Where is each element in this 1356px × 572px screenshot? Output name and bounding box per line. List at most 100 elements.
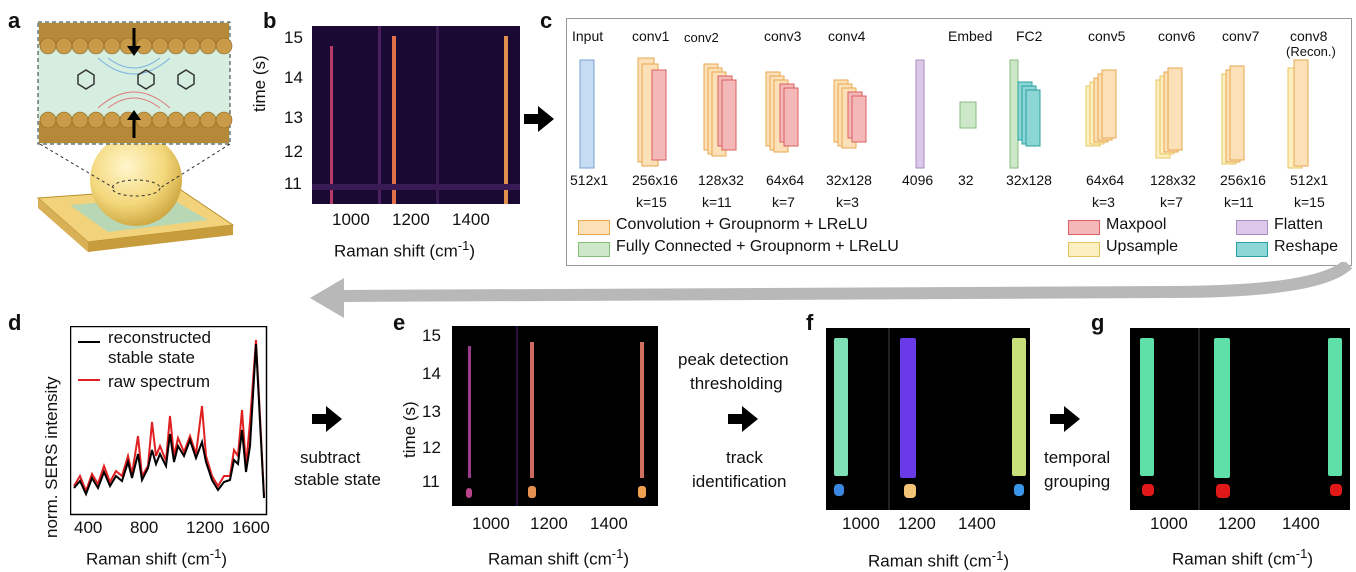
legend-swatch-conv xyxy=(578,220,610,235)
arrow-right-icon xyxy=(728,406,758,432)
legend-maxpool: Maxpool xyxy=(1106,216,1167,233)
layer-size-input: 512x1 xyxy=(570,172,609,188)
curved-flow-arrow-icon xyxy=(310,262,1353,318)
step-subtract-1: subtract xyxy=(300,448,361,467)
panel-e-ytick: 15 xyxy=(422,326,441,345)
panel-f-tracks xyxy=(826,328,1030,510)
panel-label-f: f xyxy=(806,310,814,335)
panel-d-xtick: 400 xyxy=(74,518,103,537)
panel-e-ytick: 13 xyxy=(422,402,441,421)
legend-reshape: Reshape xyxy=(1274,238,1339,255)
step-peak-2: thresholding xyxy=(690,374,783,393)
layer-name-conv1: conv1 xyxy=(632,28,670,44)
panel-b-ytick: 12 xyxy=(284,142,303,161)
panel-e-ytick: 12 xyxy=(422,438,441,457)
layer-size-conv5: 64x64 xyxy=(1086,172,1125,188)
legend-swatch-flatten xyxy=(1236,220,1268,235)
layer-size-fc2: 32x128 xyxy=(1006,172,1052,188)
arrow-right-icon xyxy=(524,106,554,132)
layer-name-input: Input xyxy=(572,28,604,44)
panel-b-xtick: 1000 xyxy=(332,210,370,229)
panel-d-xtick: 800 xyxy=(130,518,159,537)
legend-swatch-reshape xyxy=(1236,242,1268,257)
panel-g-xtick: 1400 xyxy=(1282,514,1320,533)
panel-d-xlabel: Raman shift (cm-1) xyxy=(86,546,227,569)
kernel-conv8: k=15 xyxy=(1294,194,1325,210)
panel-e-ytick: 11 xyxy=(422,472,440,491)
kernel-conv4: k=3 xyxy=(836,194,859,210)
step-subtract-2: stable state xyxy=(294,470,381,489)
panel-label-b: b xyxy=(263,8,277,33)
step-track-2: identification xyxy=(692,472,787,491)
layer-size-conv4: 32x128 xyxy=(826,172,872,188)
panel-label-g: g xyxy=(1091,310,1105,335)
panel-f-xlabel: Raman shift (cm-1) xyxy=(868,548,1009,571)
nanoparticle-on-mirror-schematic xyxy=(36,21,235,252)
panel-b-xtick: 1200 xyxy=(392,210,430,229)
layer-size-conv2: 128x32 xyxy=(698,172,744,188)
legend-swatch-fc xyxy=(578,242,610,257)
layer-name-conv4: conv4 xyxy=(828,28,866,44)
kernel-conv2: k=11 xyxy=(702,194,732,210)
panel-g-xlabel: Raman shift (cm-1) xyxy=(1172,546,1313,569)
panel-e-xtick: 1200 xyxy=(530,514,568,533)
kernel-conv5: k=3 xyxy=(1092,194,1115,210)
panel-b-ytick: 15 xyxy=(284,28,303,47)
layer-size-conv3: 64x64 xyxy=(766,172,805,188)
panel-d-ylabel: norm. SERS intensity xyxy=(42,376,61,538)
panel-b-ytick: 13 xyxy=(284,108,303,127)
kernel-conv3: k=7 xyxy=(772,194,795,210)
step-track-1: track xyxy=(726,448,763,467)
legend-flatten: Flatten xyxy=(1274,216,1323,233)
legend-upsample: Upsample xyxy=(1106,238,1179,255)
panel-b-xlabel: Raman shift (cm-1) xyxy=(334,238,475,261)
panel-e-heatmap xyxy=(452,326,658,506)
panel-d-xtick: 1200 xyxy=(186,518,224,537)
kernel-conv1: k=15 xyxy=(636,194,667,210)
step-peak-1: peak detection xyxy=(678,350,789,369)
legend-fc: Fully Connected + Groupnorm + LReLU xyxy=(616,238,899,255)
panel-b-ytick: 11 xyxy=(284,174,302,193)
panel-b-ylabel: time (s) xyxy=(250,55,269,112)
network-architecture-box xyxy=(566,18,1352,266)
panel-d-legend-black-1: reconstructed xyxy=(108,328,211,347)
layer-name-conv7: conv7 xyxy=(1222,28,1260,44)
panel-e-xlabel: Raman shift (cm-1) xyxy=(488,546,629,569)
panel-label-a: a xyxy=(8,8,21,33)
step-temporal-2: grouping xyxy=(1044,472,1111,491)
legend-swatch-upsample xyxy=(1068,242,1100,257)
panel-f-xtick: 1000 xyxy=(842,514,880,533)
panel-label-d: d xyxy=(8,310,22,335)
panel-d-legend-red: raw spectrum xyxy=(108,372,211,391)
arrow-right-icon xyxy=(312,406,342,432)
panel-b-ytick: 14 xyxy=(284,68,303,87)
kernel-conv7: k=11 xyxy=(1224,194,1254,210)
panel-label-c: c xyxy=(540,8,553,33)
layer-name-conv8: conv8 xyxy=(1290,28,1328,44)
panel-d-spectrum-plot xyxy=(70,326,268,516)
layer-size-conv8: 512x1 xyxy=(1290,172,1329,188)
layer-size-flatten: 4096 xyxy=(902,172,934,188)
panel-g-xtick: 1200 xyxy=(1218,514,1256,533)
layer-size-conv1: 256x16 xyxy=(632,172,678,188)
layer-size-conv6: 128x32 xyxy=(1150,172,1196,188)
panel-e-xtick: 1000 xyxy=(472,514,510,533)
panel-d-legend-black-2: stable state xyxy=(108,348,195,367)
layer-name-conv2: conv2 xyxy=(684,30,719,45)
panel-f-xtick: 1400 xyxy=(958,514,996,533)
panel-e-ytick: 14 xyxy=(422,364,441,383)
legend-conv: Convolution + Groupnorm + LReLU xyxy=(616,216,868,233)
kernel-conv6: k=7 xyxy=(1160,194,1183,210)
layer-size-conv7: 256x16 xyxy=(1220,172,1266,188)
panel-g-xtick: 1000 xyxy=(1150,514,1188,533)
legend-swatch-maxpool xyxy=(1068,220,1100,235)
panel-g-groups xyxy=(1130,328,1350,510)
panel-b-heatmap xyxy=(312,26,520,204)
panel-e-xtick: 1400 xyxy=(590,514,628,533)
layer-name-conv6: conv6 xyxy=(1158,28,1196,44)
network-layers-diagram xyxy=(579,57,1309,169)
panel-e-ylabel: time (s) xyxy=(400,401,419,458)
panel-d-xtick: 1600 xyxy=(232,518,270,537)
layer-name-conv5: conv5 xyxy=(1088,28,1126,44)
panel-f-xtick: 1200 xyxy=(898,514,936,533)
